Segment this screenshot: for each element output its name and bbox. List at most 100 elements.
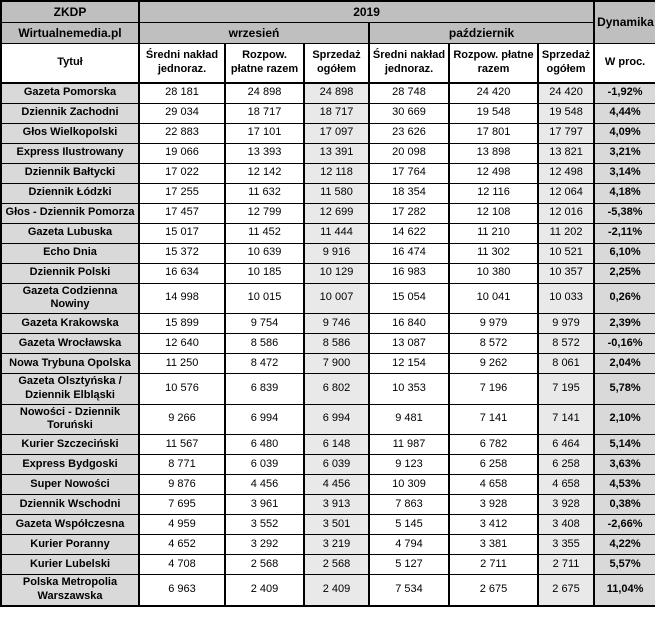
newspaper-title-cell: Gazeta Olsztyńska / Dziennik Elbląski <box>0 373 140 405</box>
value-cell: 10 309 <box>368 474 450 495</box>
table-row: Super Nowości 9 876 4 456 4 456 10 309 4 658 4… <box>0 474 655 495</box>
table-row: Polska Metropolia Warszawska 6 963 2 409 2 … <box>0 574 655 606</box>
dynamics-cell: -2,66% <box>593 514 655 535</box>
value-cell: 5 145 <box>368 514 450 535</box>
value-cell: 12 498 <box>448 162 539 184</box>
table-row: Dziennik Zachodni 29 034 18 717 18 717 30 66… <box>0 102 655 124</box>
value-cell: 11 580 <box>303 182 370 204</box>
header-row-publisher-months: Wirtualnemedia.pl wrzesień październik <box>0 22 655 44</box>
newspaper-title-cell: Express Bydgoski <box>0 454 140 475</box>
value-cell: 11 202 <box>536 222 596 244</box>
value-cell: 6 039 <box>303 454 370 475</box>
value-cell: 3 219 <box>303 534 370 555</box>
value-cell: 8 586 <box>224 333 305 354</box>
value-cell: 7 195 <box>536 373 596 405</box>
value-cell: 19 548 <box>448 102 539 124</box>
value-cell: 10 380 <box>448 262 539 284</box>
value-cell: 20 098 <box>368 142 450 164</box>
newspaper-title-cell: Nowości - Dziennik Toruński <box>0 403 140 435</box>
dynamics-cell: 2,10% <box>593 403 655 435</box>
value-cell: 6 782 <box>448 434 539 455</box>
value-cell: 9 746 <box>303 313 370 334</box>
title-column-header: Tytuł <box>0 43 140 84</box>
value-cell: 6 994 <box>224 403 305 435</box>
value-cell: 13 391 <box>303 142 370 164</box>
value-cell: 3 913 <box>303 494 370 515</box>
value-cell: 6 258 <box>536 454 596 475</box>
value-cell: 10 129 <box>303 262 370 284</box>
value-cell: 15 372 <box>138 242 226 264</box>
value-cell: 28 181 <box>138 82 226 104</box>
newspaper-title-cell: Gazeta Lubuska <box>0 222 140 244</box>
value-cell: 3 408 <box>536 514 596 535</box>
value-cell: 6 802 <box>303 373 370 405</box>
value-cell: 11 632 <box>224 182 305 204</box>
oct-total-sales-header: Sprzedaż ogółem <box>536 43 596 84</box>
value-cell: 9 876 <box>138 474 226 495</box>
month-september-header: wrzesień <box>138 22 370 44</box>
value-cell: 17 022 <box>138 162 226 184</box>
circulation-table: ZKDP 2019 Dynamika Wirtualnemedia.pl wrz… <box>0 0 655 607</box>
newspaper-title-cell: Kurier Lubelski <box>0 554 140 575</box>
value-cell: 2 711 <box>536 554 596 575</box>
value-cell: 18 717 <box>224 102 305 124</box>
value-cell: 9 262 <box>448 353 539 374</box>
oct-paid-dist-header: Rozpow. płatne razem <box>448 43 539 84</box>
newspaper-title-cell: Dziennik Polski <box>0 262 140 284</box>
value-cell: 7 863 <box>368 494 450 515</box>
value-cell: 10 357 <box>536 262 596 284</box>
value-cell: 17 101 <box>224 122 305 144</box>
newspaper-title-cell: Kurier Szczeciński <box>0 434 140 455</box>
value-cell: 23 626 <box>368 122 450 144</box>
newspaper-title-cell: Gazeta Pomorska <box>0 82 140 104</box>
value-cell: 12 699 <box>303 202 370 224</box>
value-cell: 10 639 <box>224 242 305 264</box>
table-row: Gazeta Współczesna 4 959 3 552 3 501 5 145 3 … <box>0 514 655 535</box>
newspaper-title-cell: Gazeta Wrocławska <box>0 333 140 354</box>
header-row-measures: Tytuł Średni nakład jednoraz. Rozpow. pł… <box>0 43 655 84</box>
value-cell: 17 457 <box>138 202 226 224</box>
value-cell: 11 987 <box>368 434 450 455</box>
value-cell: 2 568 <box>224 554 305 575</box>
value-cell: 13 898 <box>448 142 539 164</box>
dynamics-cell: 2,25% <box>593 262 655 284</box>
dynamics-cell: -5,38% <box>593 202 655 224</box>
sep-paid-dist-header: Rozpow. płatne razem <box>224 43 305 84</box>
value-cell: 4 456 <box>303 474 370 495</box>
value-cell: 9 754 <box>224 313 305 334</box>
year-label: 2019 <box>137 0 596 23</box>
value-cell: 4 708 <box>138 554 226 575</box>
value-cell: 22 883 <box>138 122 226 144</box>
dynamics-cell: 3,63% <box>593 454 655 475</box>
value-cell: 6 963 <box>138 574 226 606</box>
header-row-source-year: ZKDP 2019 Dynamika <box>0 0 655 44</box>
value-cell: 2 711 <box>448 554 539 575</box>
value-cell: 4 794 <box>368 534 450 555</box>
value-cell: 12 640 <box>138 333 226 354</box>
value-cell: 10 033 <box>536 282 596 314</box>
table-row: Dziennik Polski 16 634 10 185 10 129 16 983 1… <box>0 262 655 284</box>
value-cell: 2 568 <box>303 554 370 575</box>
newspaper-title-cell: Super Nowości <box>0 474 140 495</box>
newspaper-title-cell: Dziennik Zachodni <box>0 102 140 124</box>
value-cell: 11 302 <box>448 242 539 264</box>
value-cell: 14 622 <box>368 222 450 244</box>
value-cell: 10 041 <box>448 282 539 314</box>
value-cell: 3 928 <box>448 494 539 515</box>
dynamics-cell: 0,38% <box>593 494 655 515</box>
value-cell: 13 821 <box>536 142 596 164</box>
value-cell: 5 127 <box>368 554 450 575</box>
value-cell: 4 456 <box>224 474 305 495</box>
value-cell: 3 355 <box>536 534 596 555</box>
table-row: Gazeta Lubuska 15 017 11 452 11 444 14 622 11… <box>0 222 655 244</box>
value-cell: 6 839 <box>224 373 305 405</box>
value-cell: 18 354 <box>368 182 450 204</box>
value-cell: 2 675 <box>536 574 596 606</box>
value-cell: 24 420 <box>536 82 596 104</box>
value-cell: 4 959 <box>138 514 226 535</box>
dynamics-cell: 4,18% <box>593 182 655 204</box>
newspaper-title-cell: Echo Dnia <box>0 242 140 264</box>
newspaper-title-cell: Kurier Poranny <box>0 534 140 555</box>
newspaper-title-cell: Głos - Dziennik Pomorza <box>0 202 140 224</box>
newspaper-title-cell: Polska Metropolia Warszawska <box>0 574 140 606</box>
